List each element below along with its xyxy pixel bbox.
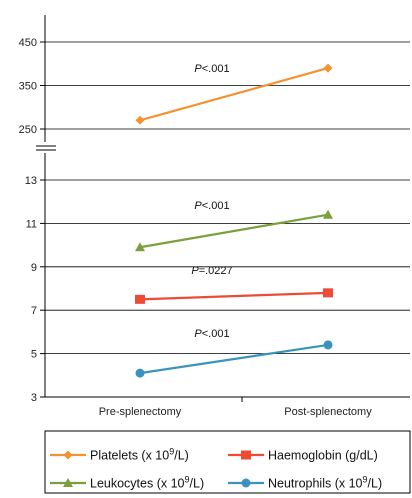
data-point (241, 450, 251, 460)
x-tick-label: Pre-splenectomy (99, 406, 182, 418)
y-tick-label: 450 (19, 37, 37, 49)
series-leukocytes (135, 209, 333, 252)
y-tick-label: 3 (31, 392, 37, 404)
p-value-label: P=.0227 (191, 265, 232, 277)
legend-item-haemoglobin: Haemoglobin (g/dL) (228, 449, 378, 463)
legend-label: Platelets (x 109/L) (90, 447, 189, 463)
labels: 250 350 450 3 5 7 9 11 13 Pre-splenectomy Post-spl… (19, 37, 373, 418)
series-line (139, 67, 329, 122)
y-tick-label: 13 (25, 175, 37, 187)
y-tick-label: 7 (31, 305, 37, 317)
y-tick-label: 9 (31, 262, 37, 274)
series-haemoglobin (135, 288, 333, 304)
data-point (323, 288, 333, 298)
legend-label: Neutrophils (x 109/L) (268, 475, 382, 491)
y-tick-label: 250 (19, 124, 37, 136)
series-line (139, 343, 329, 375)
legend-item-leukocytes: Leukocytes (x 109/L) (50, 475, 204, 491)
series (135, 63, 333, 378)
p-value-label: P<.001 (194, 328, 229, 340)
y-tick-label: 350 (19, 81, 37, 93)
data-point (63, 450, 73, 460)
series-line (139, 213, 329, 249)
series-platelets (135, 63, 333, 125)
p-value-label: P<.001 (194, 63, 229, 75)
legend-item-neutrophils: Neutrophils (x 109/L) (228, 475, 382, 491)
legend-label: Haemoglobin (g/dL) (268, 449, 378, 463)
data-point (323, 340, 333, 350)
data-point (241, 478, 251, 488)
x-tick-label: Post-splenectomy (284, 406, 372, 418)
y-tick-label: 5 (31, 349, 37, 361)
legend-label: Leukocytes (x 109/L) (90, 475, 204, 491)
data-point (323, 63, 333, 73)
data-point (323, 209, 333, 219)
axes (36, 15, 410, 402)
legend-box (44, 430, 411, 494)
legend: Platelets (x 109/L) Haemoglobin (g/dL) Leu… (44, 430, 411, 494)
series-neutrophils (135, 340, 333, 378)
p-value-label: P<.001 (194, 200, 229, 212)
y-tick-label: 11 (26, 218, 37, 230)
series-line (139, 291, 329, 301)
data-point (135, 115, 145, 125)
data-point (135, 368, 145, 378)
data-point (135, 242, 145, 252)
data-point (63, 478, 73, 487)
legend-item-platelets: Platelets (x 109/L) (50, 447, 189, 463)
data-point (135, 294, 145, 304)
